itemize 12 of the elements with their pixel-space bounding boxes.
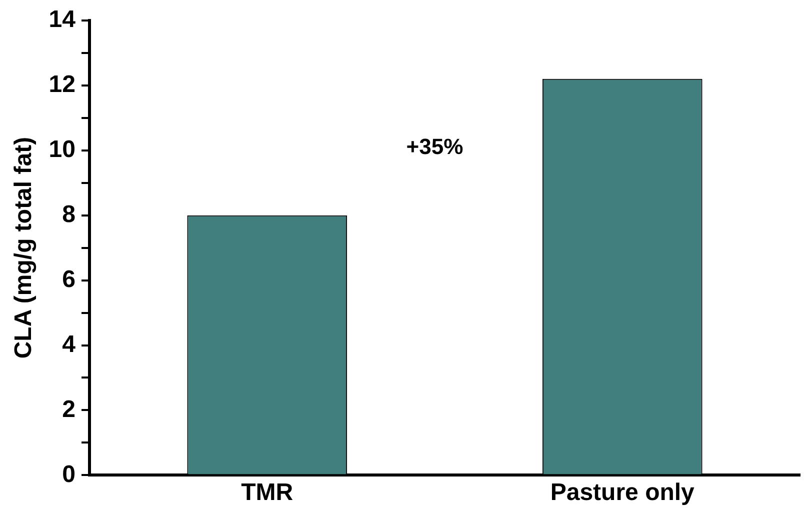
y-tick-label: 14 (48, 6, 76, 34)
x-tick-label: Pasture only (550, 479, 696, 506)
y-tick-label: 12 (48, 70, 76, 98)
y-axis-title: CLA (mg/g total fat) (10, 136, 38, 359)
y-tick-label: 10 (48, 136, 76, 163)
y-tick-label: 2 (62, 396, 76, 423)
y-tick-label: 4 (62, 330, 76, 358)
y-tick-label: 6 (62, 266, 76, 293)
annotation: +35% (406, 134, 464, 159)
y-tick-label: 8 (62, 200, 76, 228)
y-tick-label: 0 (62, 460, 76, 488)
x-tick-label: TMR (241, 479, 294, 506)
